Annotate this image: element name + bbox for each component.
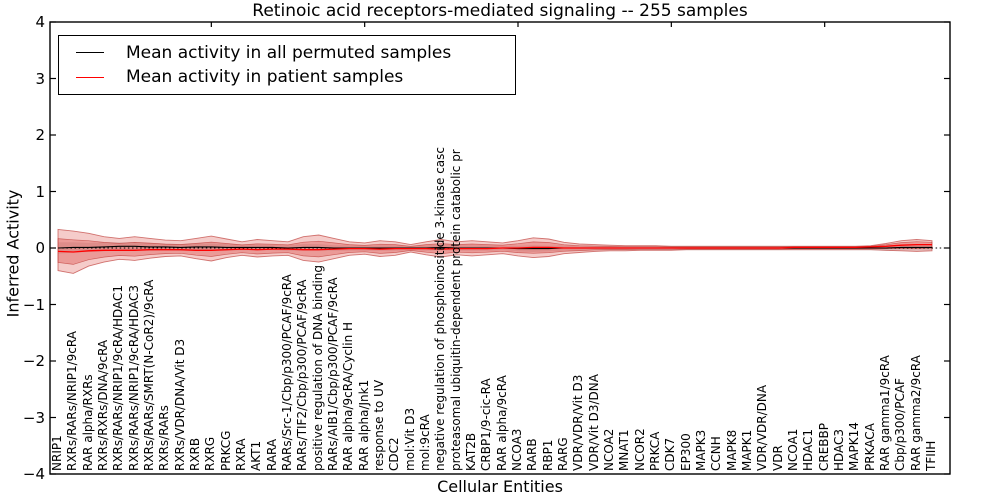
x-tick-label: RARG — [556, 437, 570, 471]
y-tick-label: 1 — [35, 182, 45, 201]
x-tick-label: negative regulation of phosphoinositide … — [433, 147, 448, 471]
x-tick-label: MAPK3 — [694, 429, 708, 471]
x-tick-label: RXRs/RARs/NRIP1/9cRA — [65, 331, 80, 471]
x-tick-label: MAPK14 — [847, 422, 862, 471]
x-tick-label: PRKCA — [648, 431, 662, 471]
x-tick-label: CREBBP — [816, 423, 831, 471]
x-tick-label: RAR alpha/Jnk1 — [356, 379, 371, 471]
y-tick-label: −1 — [22, 295, 45, 314]
x-tick-label: RXRs/RARs/NRIP1/9cRA/HDAC3 — [126, 284, 141, 471]
x-tick-label: MAPK8 — [724, 429, 739, 471]
x-tick-label: KAT2B — [464, 432, 478, 471]
x-tick-label: RAR alpha/9cRA/Cyclin H — [341, 321, 356, 471]
x-tick-label: NCOA1 — [786, 428, 800, 471]
x-tick-label: RXRs/RARs/SMRT(N-CoR2)/9cRA — [142, 279, 156, 471]
legend: Mean activity in all permuted samples Mea… — [58, 35, 516, 95]
legend-line-swatch — [76, 76, 104, 78]
x-tick-label: RXRB — [188, 437, 202, 471]
x-tick-label: HDAC1 — [801, 428, 816, 471]
x-tick-label: VDR/VDR/DNA — [755, 384, 770, 471]
x-tick-label: HDAC3 — [832, 428, 846, 471]
x-tick-label: RXRs/VDR/DNA/Vit D3 — [172, 338, 187, 471]
legend-line-swatch — [76, 52, 104, 54]
x-tick-label: proteasomal ubiquitin-dependent protein … — [448, 149, 463, 471]
patient-mean-line — [57, 243, 932, 253]
y-tick-label: 2 — [35, 126, 45, 144]
legend-entry: Mean activity in patient samples — [59, 67, 515, 87]
x-tick-label: RXRG — [203, 436, 218, 471]
x-tick-label: PRKACA — [862, 423, 877, 471]
y-tick-label: −3 — [22, 408, 45, 427]
x-tick-label: RBP1 — [540, 439, 555, 471]
x-tick-label: VDR/Vit D3/DNA — [586, 374, 601, 471]
y-tick-label: −4 — [22, 465, 45, 483]
x-tick-label: RARA — [264, 438, 279, 471]
x-tick-label: MNAT1 — [617, 429, 632, 471]
x-tick-label: RXRs/RXRs/DNA/9cRA — [96, 339, 110, 471]
x-tick-label: Cbp/p300/PCAF — [893, 378, 908, 471]
y-tick-label: 4 — [35, 13, 45, 31]
x-tick-label: response to UV — [372, 379, 386, 471]
x-tick-label: RARB — [525, 438, 540, 471]
x-tick-label: RXRs/RARs — [157, 405, 172, 471]
y-tick-label: −2 — [22, 352, 45, 370]
chart-title: Retinoic acid receptors-mediated signali… — [252, 1, 748, 21]
x-tick-label: RXRA — [234, 438, 248, 471]
y-tick-label: 0 — [35, 239, 45, 257]
x-tick-label: NRIP1 — [50, 435, 64, 471]
y-tick-label: 3 — [35, 69, 45, 88]
legend-label: Mean activity in all permuted samples — [126, 42, 452, 63]
x-axis-label: Cellular Entities — [437, 477, 563, 496]
x-tick-label: NCOA2 — [602, 428, 616, 471]
x-tick-label: TFIIH — [924, 440, 938, 471]
x-tick-label: VDR/VDR/Vit D3 — [571, 374, 586, 471]
x-tick-label: RARs/Src-1/Cbp/p300/PCAF/9cRA — [280, 274, 294, 471]
x-tick-label: RARs/AIB1/Cbp/p300/PCAF/9cRA — [326, 277, 340, 471]
x-tick-label: RXRs/RARs/NRIP1/9cRA/HDAC1 — [111, 284, 126, 471]
x-tick-label: NCOA3 — [510, 428, 524, 471]
legend-label: Mean activity in patient samples — [126, 67, 404, 88]
x-tick-label: mol:Vit D3 — [402, 407, 417, 471]
x-tick-label: VDR — [770, 445, 785, 471]
x-tick-label: AKT1 — [249, 440, 264, 471]
x-tick-label: CDC2 — [387, 437, 402, 471]
x-tick-label: CRBP1/9-cic-RA — [479, 378, 494, 471]
x-tick-label: RAR gamma2/9cRA — [908, 355, 923, 471]
x-tick-label: RAR alpha/RXRs — [80, 374, 95, 471]
x-tick-label: mol:9cRA — [418, 414, 432, 471]
x-tick-label: EP300 — [678, 433, 693, 471]
x-tick-label: RAR alpha/9cRA — [494, 375, 509, 471]
x-tick-label: RAR gamma1/9cRA — [878, 355, 892, 471]
x-tick-label: RARs/TIF2/Cbp/p300/PCAF/9cRA — [295, 279, 310, 471]
x-tick-label: PRKCG — [218, 430, 233, 471]
x-tick-label: positive regulation of DNA binding — [310, 265, 325, 471]
x-tick-label: NCOR2 — [632, 428, 647, 471]
x-tick-label: CCNH — [709, 436, 724, 471]
x-tick-label: MAPK1 — [740, 429, 754, 471]
legend-entry: Mean activity in all permuted samples — [59, 43, 515, 63]
x-tick-label: CDK7 — [663, 437, 678, 471]
